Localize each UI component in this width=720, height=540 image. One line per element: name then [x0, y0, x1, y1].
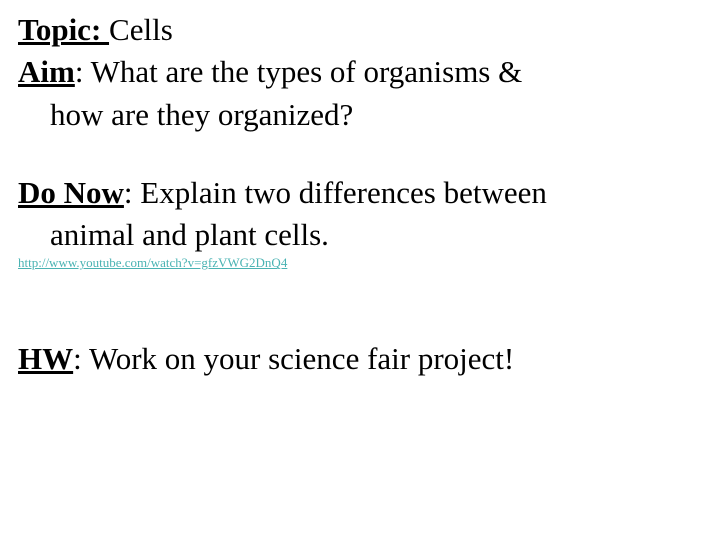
hw-label: HW: [18, 341, 73, 376]
donow-label: Do Now: [18, 175, 124, 210]
youtube-link[interactable]: http://www.youtube.com/watch?v=gfzVWG2Dn…: [18, 255, 287, 270]
donow-continuation: animal and plant cells.: [18, 215, 702, 255]
topic-value: Cells: [109, 12, 173, 47]
donow-sep: :: [124, 175, 140, 210]
hw-line: HW: Work on your science fair project!: [18, 339, 702, 379]
aim-line: Aim: What are the types of organisms &: [18, 52, 702, 92]
hw-sep: :: [73, 341, 89, 376]
aim-text-1: What are the types of organisms &: [91, 54, 523, 89]
topic-line: Topic: Cells: [18, 10, 702, 50]
topic-label: Topic:: [18, 12, 109, 47]
aim-text-2: how are they organized?: [50, 97, 353, 132]
donow-text-1: Explain two differences between: [140, 175, 547, 210]
donow-line: Do Now: Explain two differences between: [18, 173, 702, 213]
aim-sep: :: [75, 54, 91, 89]
donow-text-2: animal and plant cells.: [50, 217, 329, 252]
link-line: http://www.youtube.com/watch?v=gfzVWG2Dn…: [18, 255, 702, 271]
aim-label: Aim: [18, 54, 75, 89]
aim-continuation: how are they organized?: [18, 95, 702, 135]
hw-text: Work on your science fair project!: [89, 341, 514, 376]
